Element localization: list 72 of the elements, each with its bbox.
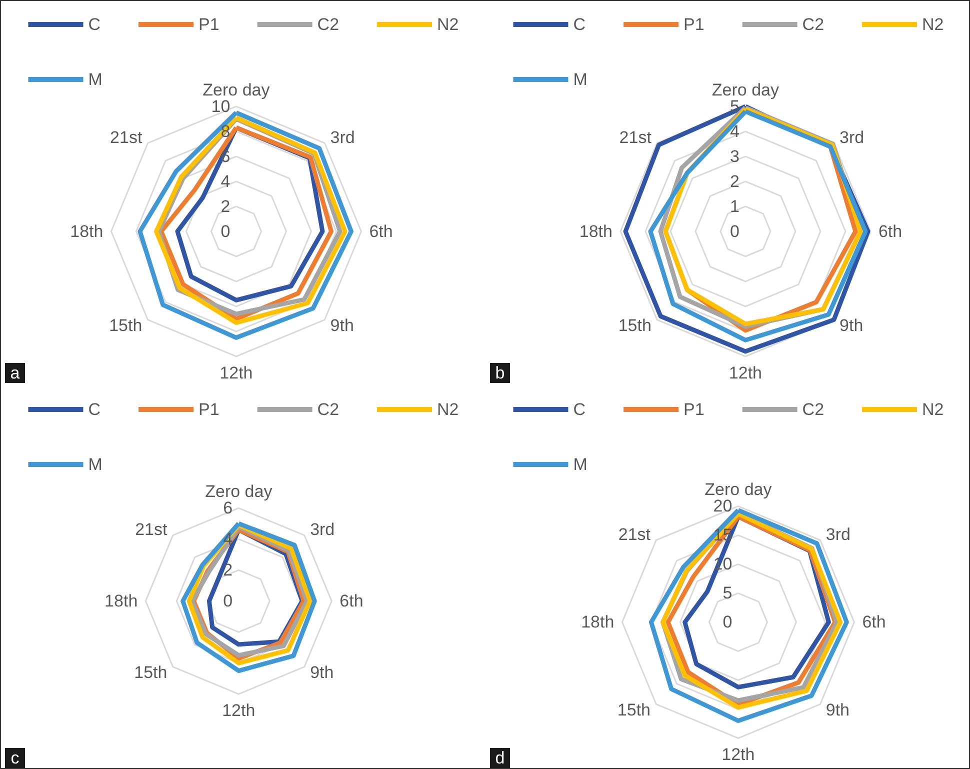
y-tick-label: 4 — [223, 530, 233, 549]
text: c — [10, 748, 20, 768]
spoke-label: 21st — [110, 128, 142, 147]
spoke-label: 18th — [104, 592, 138, 611]
spoke-label: 18th — [70, 222, 104, 241]
spoke-label: Zero day — [202, 80, 270, 100]
legend-label: N2 — [922, 15, 944, 34]
spoke-label: 6th — [862, 612, 886, 632]
y-tick-label: 0 — [730, 222, 740, 241]
y-tick-label: 6 — [223, 498, 233, 518]
legend-label: M — [573, 70, 588, 89]
legend-label: M — [88, 70, 102, 89]
spoke-label: 15th — [134, 662, 168, 682]
spoke-label: 21st — [618, 524, 651, 544]
spoke-label: 9th — [310, 662, 334, 682]
spoke-label: 12th — [728, 363, 762, 382]
legend-label: C2 — [317, 15, 340, 34]
spoke-label: 12th — [222, 701, 256, 720]
spoke-label: 9th — [840, 316, 864, 335]
spoke-label: 18th — [579, 222, 612, 241]
spoke-label: 3rd — [840, 128, 864, 147]
legend-label: N2 — [437, 15, 459, 34]
spoke-label: 6th — [369, 222, 393, 241]
legend-label: M — [573, 455, 588, 474]
spoke-label: 15th — [617, 700, 651, 720]
legend-label: C2 — [802, 15, 824, 34]
y-tick-label: 5 — [722, 584, 732, 603]
spoke-label: Zero day — [205, 482, 273, 502]
y-tick-label: 3 — [730, 146, 740, 166]
legend-label: N2 — [437, 400, 459, 419]
y-tick-label: 20 — [713, 496, 732, 516]
spoke-label: 21st — [135, 520, 168, 540]
spoke-label: 6th — [878, 222, 902, 241]
text: d — [495, 748, 505, 768]
y-tick-label: 0 — [722, 612, 732, 632]
y-tick-label: 4 — [730, 122, 740, 141]
text: b — [495, 364, 505, 382]
legend-label: C — [573, 400, 586, 419]
legend-label: M — [88, 455, 102, 474]
legend-label: C — [88, 400, 101, 419]
y-tick-label: 4 — [220, 172, 230, 191]
legend-label: N2 — [922, 400, 944, 419]
y-tick-label: 0 — [220, 222, 230, 241]
spoke-label: 9th — [330, 316, 354, 335]
spoke-label: 3rd — [330, 128, 355, 147]
legend-label: P1 — [198, 400, 220, 419]
y-tick-label: 1 — [730, 196, 740, 216]
spoke-label: Zero day — [704, 480, 772, 500]
spoke-label: 12th — [722, 745, 755, 764]
legend-label: C2 — [317, 400, 340, 419]
spoke-label: 21st — [619, 128, 652, 147]
legend-label: P1 — [684, 15, 704, 34]
spoke-label: 6th — [340, 592, 364, 611]
legend-label: P1 — [684, 400, 704, 419]
legend-label: P1 — [198, 15, 220, 34]
spoke-label: 15th — [618, 316, 652, 335]
y-tick-label: 10 — [211, 96, 230, 116]
spoke-label: 9th — [826, 700, 850, 720]
y-tick-label: 2 — [223, 560, 233, 580]
spoke-label: Zero day — [712, 80, 780, 100]
text: a — [10, 364, 20, 382]
spoke-label: 15th — [109, 316, 142, 335]
legend-label: C2 — [802, 400, 824, 419]
spoke-label: 3rd — [310, 520, 335, 540]
y-tick-label: 2 — [730, 172, 740, 191]
spoke-label: 12th — [220, 363, 253, 382]
spoke-label: 3rd — [826, 524, 850, 544]
y-tick-label: 0 — [223, 592, 233, 611]
legend-label: C — [88, 15, 101, 34]
legend-label: C — [573, 15, 586, 34]
y-tick-label: 2 — [220, 196, 230, 216]
spoke-label: 18th — [581, 612, 614, 632]
